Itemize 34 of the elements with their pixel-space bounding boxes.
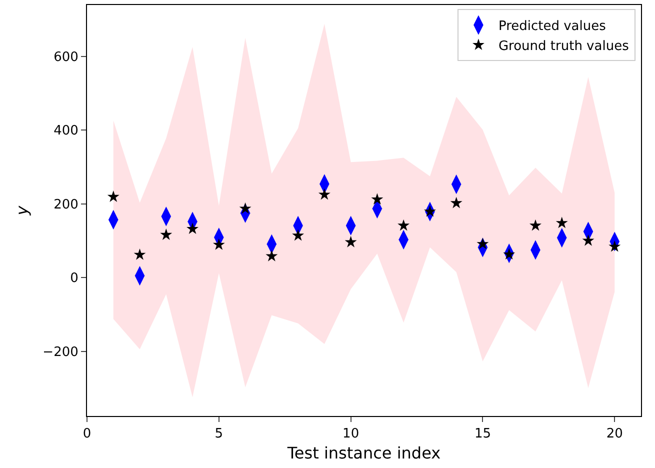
legend-label: Predicted values [498, 19, 606, 34]
point [318, 188, 330, 200]
point [266, 250, 278, 262]
y-tick-label: 600 [54, 50, 78, 65]
point [398, 219, 410, 231]
y-tick-label: 400 [54, 124, 78, 139]
point [529, 219, 542, 231]
y-tick-label: 0 [70, 271, 78, 286]
point [582, 234, 594, 246]
point [450, 196, 462, 208]
point [292, 229, 304, 241]
point [186, 222, 199, 234]
x-tick-label: 20 [606, 426, 623, 442]
point [160, 228, 172, 240]
point [134, 248, 146, 260]
point [424, 205, 436, 217]
point [503, 248, 516, 260]
x-tick-label: 15 [474, 426, 491, 442]
point [556, 216, 568, 228]
point [371, 193, 384, 205]
point [212, 238, 225, 250]
x-tick-label: 10 [342, 426, 360, 442]
point [344, 236, 357, 248]
y-axis-title: y [12, 205, 32, 216]
x-tick-label: 5 [214, 426, 224, 442]
point [476, 238, 489, 250]
y-tick-label: 200 [54, 197, 78, 212]
point [107, 190, 120, 202]
x-tick-label: 0 [82, 426, 92, 442]
legend-label: Ground truth values [498, 39, 630, 54]
point [608, 240, 621, 252]
y-tick-label: −200 [42, 344, 78, 360]
x-axis-title: Test instance index [286, 443, 441, 462]
point [239, 202, 252, 214]
